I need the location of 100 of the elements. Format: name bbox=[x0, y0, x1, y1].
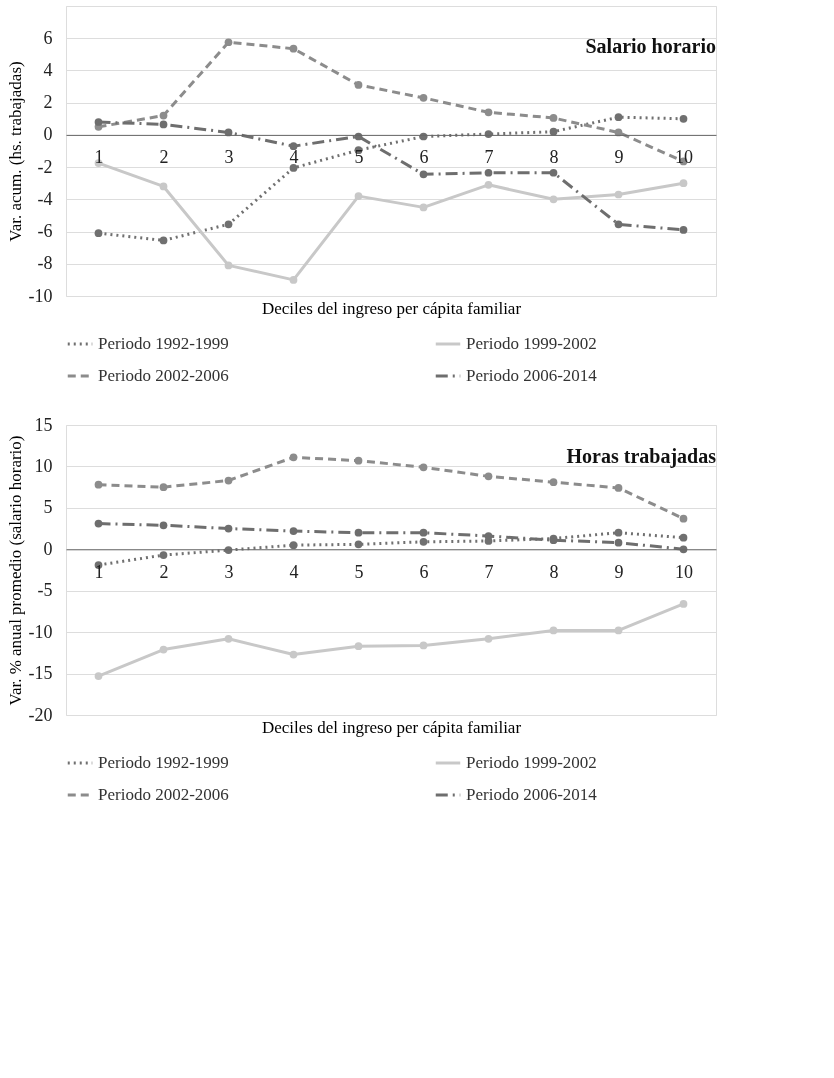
point bbox=[224, 38, 233, 47]
point bbox=[159, 236, 168, 245]
point bbox=[289, 527, 298, 535]
x-tick-label: 9 bbox=[614, 147, 624, 168]
x-tick-label: 5 bbox=[354, 561, 364, 582]
point bbox=[354, 528, 363, 537]
point bbox=[614, 190, 623, 199]
point bbox=[419, 537, 428, 546]
x-tick-label: 4 bbox=[289, 561, 299, 582]
point bbox=[224, 524, 233, 533]
text: Horas trabajadas bbox=[566, 445, 717, 468]
text: Salario horario bbox=[585, 35, 716, 57]
y-tick-label: 15 bbox=[34, 414, 53, 435]
point bbox=[549, 114, 558, 122]
point bbox=[354, 192, 363, 200]
point bbox=[484, 180, 493, 189]
y-tick-label: 6 bbox=[43, 27, 53, 48]
point bbox=[614, 220, 623, 229]
point bbox=[224, 476, 233, 485]
point bbox=[679, 514, 688, 523]
y-tick-label: 0 bbox=[43, 538, 53, 559]
point bbox=[549, 168, 558, 177]
y-tick-label: -10 bbox=[28, 285, 53, 306]
point bbox=[679, 533, 688, 542]
legend-label: Periodo 1992-1999 bbox=[98, 753, 229, 772]
point bbox=[614, 484, 623, 492]
point bbox=[289, 541, 298, 550]
point bbox=[679, 179, 688, 188]
y-tick-label: 5 bbox=[43, 497, 53, 518]
y-axis-title: Var. acum. (hs. trabajadas) bbox=[5, 61, 25, 242]
point bbox=[159, 645, 168, 654]
point bbox=[549, 127, 558, 136]
point bbox=[224, 546, 233, 554]
point bbox=[484, 130, 493, 138]
x-tick-label: 7 bbox=[484, 147, 494, 168]
x-tick-label: 1 bbox=[94, 147, 104, 168]
x-tick-label: 9 bbox=[614, 561, 624, 582]
y-axis-title: Var. % anual promedio (salario horario) bbox=[5, 435, 25, 706]
point bbox=[354, 642, 363, 651]
x-tick-label: 1 bbox=[94, 561, 104, 582]
point bbox=[159, 111, 168, 120]
x-tick-label: 2 bbox=[159, 561, 169, 582]
y-tick-label: -6 bbox=[37, 221, 53, 242]
x-tick-label: 2 bbox=[159, 147, 169, 168]
x-tick-label: 8 bbox=[549, 147, 559, 168]
point bbox=[94, 480, 103, 489]
point bbox=[159, 521, 168, 530]
point bbox=[354, 456, 363, 465]
point bbox=[94, 672, 103, 680]
y-tick-label: -20 bbox=[28, 704, 53, 725]
point bbox=[94, 519, 103, 528]
legend-label: Periodo 2006-2014 bbox=[466, 785, 598, 804]
point bbox=[679, 114, 688, 123]
point bbox=[549, 195, 558, 204]
legend-label: Periodo 1999-2002 bbox=[466, 753, 597, 772]
point bbox=[289, 650, 298, 659]
point bbox=[614, 626, 623, 635]
y-tick-label: -15 bbox=[28, 663, 53, 684]
x-tick-label: 3 bbox=[224, 561, 234, 582]
point bbox=[549, 478, 558, 487]
x-tick-label: 6 bbox=[419, 561, 429, 582]
y-tick-label: -4 bbox=[37, 188, 53, 209]
point bbox=[679, 226, 688, 234]
point bbox=[159, 483, 168, 492]
x-axis-title: Deciles del ingreso per cápita familiar bbox=[261, 298, 522, 318]
x-tick-label: 6 bbox=[419, 147, 429, 168]
y-tick-label: -5 bbox=[37, 580, 53, 601]
point bbox=[159, 120, 168, 129]
y-tick-label: -2 bbox=[37, 156, 53, 177]
y-tick-label: 2 bbox=[43, 92, 53, 113]
legend-label: Periodo 2002-2006 bbox=[98, 366, 229, 385]
point bbox=[354, 540, 363, 549]
point bbox=[289, 44, 298, 53]
point bbox=[614, 538, 623, 547]
point bbox=[484, 532, 493, 540]
x-axis-title: Deciles del ingreso per cápita familiar bbox=[261, 717, 522, 737]
point bbox=[484, 108, 493, 117]
point bbox=[484, 634, 493, 643]
point bbox=[419, 641, 428, 650]
point bbox=[289, 164, 298, 172]
point bbox=[289, 276, 298, 284]
point bbox=[224, 261, 233, 270]
point bbox=[159, 182, 168, 191]
point bbox=[614, 113, 623, 122]
point bbox=[419, 463, 428, 472]
legend-label: Periodo 2006-2014 bbox=[466, 366, 598, 385]
y-tick-label: -8 bbox=[37, 253, 53, 274]
x-tick-label: 7 bbox=[484, 561, 494, 582]
point bbox=[679, 600, 688, 608]
legend-label: Periodo 2002-2006 bbox=[98, 785, 229, 804]
point bbox=[419, 203, 428, 212]
point bbox=[289, 453, 298, 462]
x-tick-label: 5 bbox=[354, 147, 364, 168]
x-tick-label: 4 bbox=[289, 147, 299, 168]
point bbox=[159, 551, 168, 559]
point bbox=[224, 634, 233, 643]
point bbox=[94, 229, 103, 238]
x-tick-label: 10 bbox=[675, 561, 693, 582]
point bbox=[94, 118, 103, 126]
point bbox=[419, 93, 428, 102]
